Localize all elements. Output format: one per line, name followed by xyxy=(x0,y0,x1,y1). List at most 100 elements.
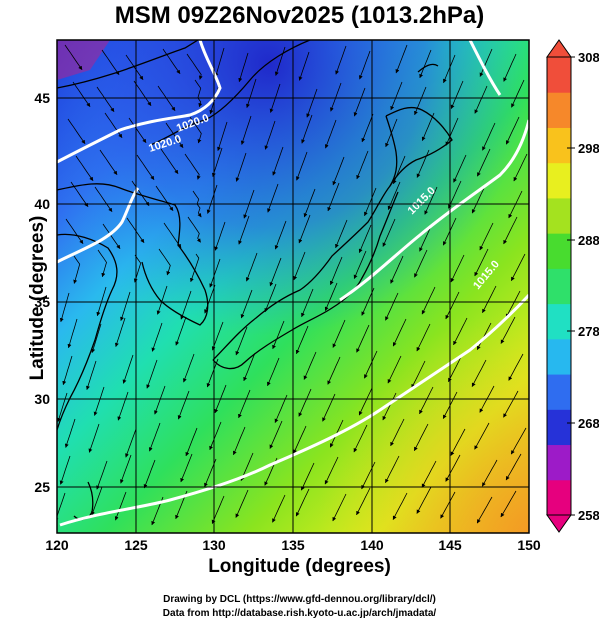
wind-streamline xyxy=(300,462,315,491)
wind-streamline xyxy=(189,116,202,144)
wind-streamline xyxy=(390,81,403,111)
wind-streamline xyxy=(295,325,309,355)
wind-streamline xyxy=(503,53,517,82)
wind-streamline xyxy=(387,181,401,210)
wind-streamline xyxy=(474,85,488,114)
wind-streamline xyxy=(395,44,408,74)
wind-streamline xyxy=(238,215,250,245)
wind-streamline xyxy=(274,46,286,76)
wind-streamline xyxy=(445,291,460,320)
colorbar-band xyxy=(547,479,571,516)
wind-streamline xyxy=(421,286,436,315)
wind-streamline xyxy=(158,248,171,276)
wind-streamline xyxy=(301,288,314,318)
colorbar-band xyxy=(547,303,571,340)
wind-streamline xyxy=(479,222,494,251)
wind-streamline xyxy=(324,119,337,149)
wind-streamline xyxy=(154,385,166,415)
wind-streamline xyxy=(500,316,516,344)
colorbar-min-arrow xyxy=(546,514,572,533)
wind-streamline xyxy=(101,49,120,76)
colorbar-max-arrow xyxy=(546,39,572,58)
wind-streamline xyxy=(510,427,527,455)
coastlines xyxy=(57,40,453,521)
wind-streamline xyxy=(450,428,466,456)
wind-streamline xyxy=(296,151,308,181)
x-tick-120: 120 xyxy=(45,537,69,553)
wind-streamline xyxy=(133,80,152,107)
x-tick-135: 135 xyxy=(281,537,305,553)
plot-frame xyxy=(56,39,530,534)
y-tick-30: 30 xyxy=(34,391,50,407)
coastline-primorye xyxy=(149,40,311,146)
wind-streamline xyxy=(476,322,492,351)
wind-streamline xyxy=(330,82,342,112)
wind-streamline xyxy=(165,122,184,149)
wind-streamline xyxy=(390,418,405,447)
wind-streamline xyxy=(180,290,192,320)
wind-streamline xyxy=(364,350,378,379)
wind-streamline xyxy=(125,428,137,458)
y-tick-40: 40 xyxy=(34,196,50,212)
wind-streamline xyxy=(67,318,78,349)
wind-streamline xyxy=(269,420,283,449)
wind-streamline xyxy=(513,153,528,182)
wind-streamline xyxy=(385,292,399,321)
wind-streamline xyxy=(177,390,190,420)
wind-streamline xyxy=(474,248,489,277)
wind-streamline xyxy=(411,360,426,389)
wind-streamline xyxy=(295,488,310,517)
wind-streamline xyxy=(419,386,434,415)
wind-streamline xyxy=(332,493,347,522)
wind-streamline xyxy=(324,456,339,485)
colorbar-ticks xyxy=(567,56,575,516)
wind-streamline xyxy=(91,486,103,516)
coastline-honshu-west xyxy=(212,115,398,361)
wind-streamline xyxy=(306,88,318,118)
wind-streamline xyxy=(182,353,195,383)
wind-streamline xyxy=(327,356,341,385)
wind-streamline xyxy=(477,148,491,177)
wind-streamline xyxy=(267,183,279,213)
wind-streamline xyxy=(93,386,105,416)
wind-streamline xyxy=(476,496,493,524)
colorbar: 308 298 288 278 268 258 xyxy=(546,39,599,533)
wind-streamline xyxy=(96,86,115,113)
wind-streamline xyxy=(505,290,521,318)
wind-streamline xyxy=(75,155,94,182)
coastline-korea xyxy=(57,183,209,326)
x-tick-labels: 120 125 130 135 140 145 150 xyxy=(45,537,541,553)
wind-streamline xyxy=(187,216,201,243)
wind-streamline xyxy=(245,252,258,282)
wind-streamline xyxy=(238,52,249,83)
wind-streamline xyxy=(102,223,121,250)
wind-streamline xyxy=(73,255,81,284)
x-tick-130: 130 xyxy=(202,537,226,553)
wind-streamline xyxy=(235,489,249,518)
colorbar-bands xyxy=(547,57,571,516)
wind-streamline xyxy=(361,461,376,490)
wind-streamline xyxy=(194,79,203,108)
wind-streamline xyxy=(293,425,307,454)
wind-streamline xyxy=(303,188,316,218)
colorbar-band xyxy=(547,92,571,128)
wind-streamline xyxy=(217,121,228,151)
wind-streamline xyxy=(131,180,150,207)
wind-streamline xyxy=(180,453,193,483)
wind-streamline xyxy=(327,182,340,212)
wind-streamline xyxy=(414,249,428,278)
wind-streamline xyxy=(128,117,147,144)
isobars xyxy=(57,40,529,527)
wind-streamline xyxy=(364,187,377,217)
wind-streamline xyxy=(416,323,431,352)
y-tick-labels: 45 40 35 30 25 xyxy=(34,90,50,495)
colorbar-band xyxy=(547,233,571,269)
wind-streamline xyxy=(99,149,118,176)
very-cold-patch xyxy=(57,40,110,80)
wind-streamline xyxy=(67,118,86,145)
wind-streamline xyxy=(390,255,404,284)
isobar-1020-north xyxy=(57,40,222,164)
wind-streamline xyxy=(72,81,91,108)
wind-streamline xyxy=(214,47,225,78)
wind-streamline xyxy=(269,257,282,287)
